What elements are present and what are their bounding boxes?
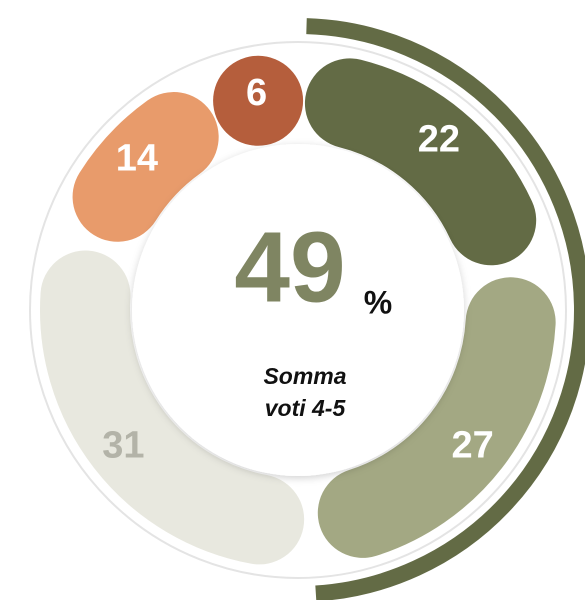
inner-circle [132, 144, 464, 476]
highlight-arc [306, 18, 585, 600]
data-label: 22 [418, 119, 460, 161]
segment [40, 250, 305, 565]
data-label: 14 [116, 138, 158, 180]
segment [304, 58, 537, 266]
center-label: voti 4-5 [265, 395, 347, 421]
data-label: 6 [246, 72, 267, 114]
segment [72, 92, 219, 242]
center-value: 49 [234, 211, 345, 323]
center-label: Somma [263, 363, 346, 389]
ring [40, 55, 556, 565]
segment [317, 277, 556, 558]
data-label: 27 [451, 424, 493, 466]
center-unit: % [364, 284, 392, 320]
data-label: 31 [102, 424, 144, 466]
